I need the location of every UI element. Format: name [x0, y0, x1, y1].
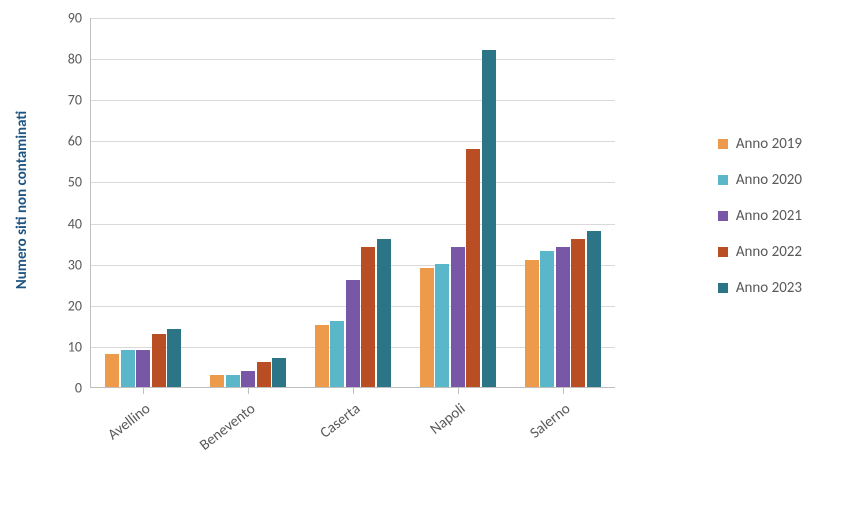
bar	[105, 354, 119, 387]
category-group	[105, 18, 181, 387]
legend-swatch	[718, 283, 728, 293]
bar	[482, 50, 496, 387]
y-tick-label: 80	[52, 51, 82, 68]
legend-item: Anno 2019	[718, 135, 802, 153]
bar	[136, 350, 150, 387]
category-group	[420, 18, 496, 387]
x-tick-label: Napoli	[394, 400, 468, 463]
legend-item: Anno 2022	[718, 243, 802, 261]
bar	[241, 371, 255, 387]
x-tick-label: Avellino	[79, 400, 153, 463]
bars-layer	[91, 18, 615, 387]
y-tick-label: 90	[52, 10, 82, 27]
y-tick-label: 10	[52, 338, 82, 355]
x-tick	[458, 388, 459, 394]
y-tick-label: 70	[52, 92, 82, 109]
bar	[361, 247, 375, 387]
bar	[435, 264, 449, 387]
bar	[315, 325, 329, 387]
bar	[346, 280, 360, 387]
x-tick	[143, 388, 144, 394]
bar	[525, 260, 539, 387]
x-tick	[353, 388, 354, 394]
legend-item: Anno 2023	[718, 279, 802, 297]
bar	[272, 358, 286, 387]
bar	[420, 268, 434, 387]
y-axis-title: Numero siti non contaminati	[13, 111, 31, 289]
legend: Anno 2019 Anno 2020 Anno 2021 Anno 2022 Anno…	[718, 135, 802, 297]
bar	[556, 247, 570, 387]
bar	[451, 247, 465, 387]
legend-swatch	[718, 175, 728, 185]
y-tick-label: 50	[52, 174, 82, 191]
bar	[226, 375, 240, 387]
chart-container: Numero siti non contaminati 0 10 20 30 40 50 6…	[0, 0, 842, 516]
x-tick	[248, 388, 249, 394]
x-tick	[563, 388, 564, 394]
legend-item: Anno 2020	[718, 171, 802, 189]
bar	[587, 231, 601, 387]
legend-label: Anno 2022	[736, 243, 802, 261]
y-tick-label: 0	[52, 380, 82, 397]
bar	[257, 362, 271, 387]
legend-swatch	[718, 211, 728, 221]
y-tick-label: 30	[52, 256, 82, 273]
bar	[121, 350, 135, 387]
plot-area	[90, 18, 615, 388]
bar	[571, 239, 585, 387]
y-tick-label: 20	[52, 297, 82, 314]
legend-label: Anno 2020	[736, 171, 802, 189]
category-group	[315, 18, 391, 387]
legend-item: Anno 2021	[718, 207, 802, 225]
category-group	[525, 18, 601, 387]
bar	[330, 321, 344, 387]
bar	[210, 375, 224, 387]
legend-label: Anno 2019	[736, 135, 802, 153]
legend-label: Anno 2021	[736, 207, 802, 225]
legend-swatch	[718, 247, 728, 257]
x-tick-label: Salerno	[499, 400, 573, 463]
x-tick-label: Caserta	[289, 400, 363, 463]
x-tick-label: Benevento	[184, 400, 258, 463]
bar	[540, 251, 554, 387]
bar	[167, 329, 181, 387]
y-tick-label: 40	[52, 215, 82, 232]
legend-swatch	[718, 139, 728, 149]
y-tick-label: 60	[52, 133, 82, 150]
legend-label: Anno 2023	[736, 279, 802, 297]
category-group	[210, 18, 286, 387]
bar	[466, 149, 480, 387]
bar	[377, 239, 391, 387]
bar	[152, 334, 166, 387]
